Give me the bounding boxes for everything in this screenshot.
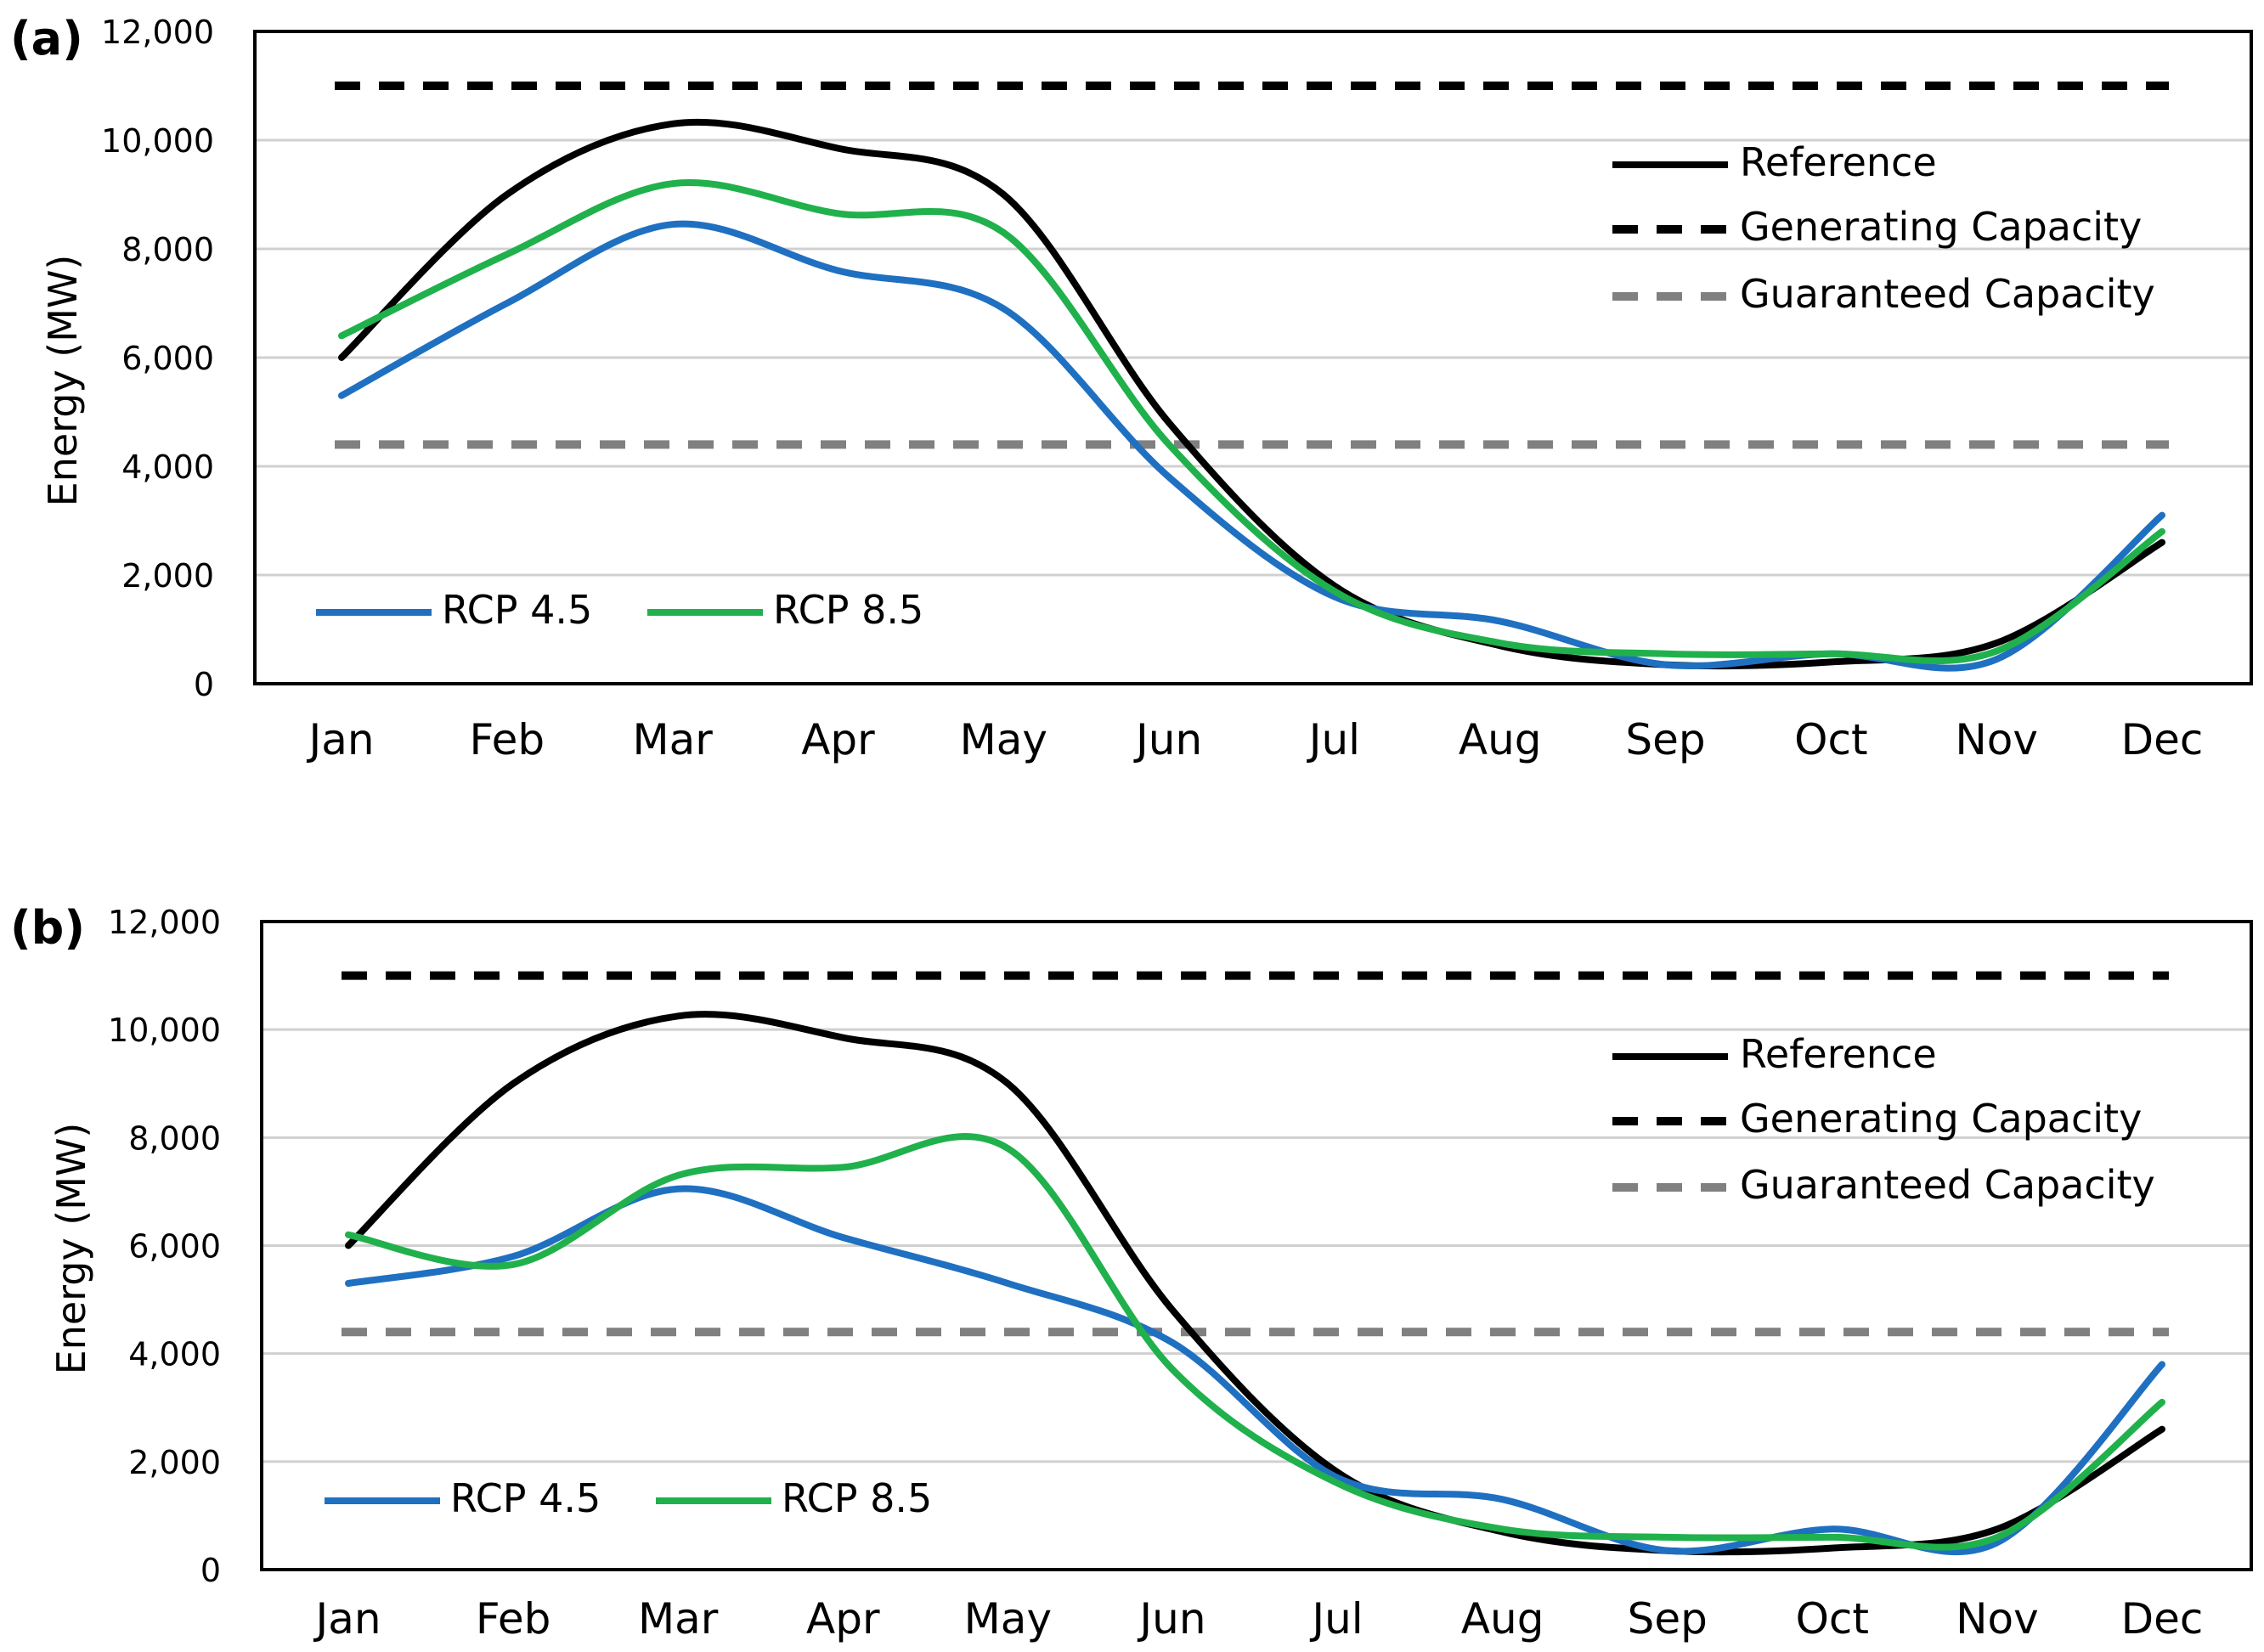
legend-item-rcp-4-5: RCP 4.5	[316, 587, 592, 633]
x-tick-label-apr: Apr	[806, 1594, 880, 1644]
series-reference-line	[338, 118, 2165, 670]
x-tick-label-mar: Mar	[638, 1594, 719, 1644]
series-rcp-8-5-line	[345, 1133, 2165, 1551]
legend-item-guaranteed-capacity: Guaranteed Capacity	[1612, 1162, 2155, 1208]
y-tick-label: 0	[194, 666, 214, 703]
legend-item-reference: Reference	[1612, 139, 1937, 185]
y-tick-label: 12,000	[101, 14, 214, 51]
x-tick-label-jun: Jun	[1137, 1594, 1205, 1644]
legend-item-generating-capacity: Generating Capacity	[1612, 1096, 2142, 1142]
x-tick-label-feb: Feb	[470, 715, 545, 764]
plot-area-frame	[260, 920, 2253, 1571]
x-tick-label-aug: Aug	[1459, 715, 1542, 764]
chart-a-svg: 0 2,000 4,000 6,000 8,000 10,000 12,000 Jan Feb M…	[10, 12, 2253, 764]
y-tick-label: 2,000	[128, 1444, 221, 1481]
legend-label: Generating Capacity	[1740, 204, 2142, 250]
legend-label: Guaranteed Capacity	[1740, 1162, 2155, 1208]
legend-label: Generating Capacity	[1740, 1096, 2142, 1142]
x-tick-label-dec: Dec	[2121, 715, 2204, 764]
chart-panel-b: 0 2,000 4,000 6,000 8,000 10,000 12,000 Jan Feb M…	[0, 888, 2264, 1652]
chart-b-svg: 0 2,000 4,000 6,000 8,000 10,000 12,000 Jan Feb M…	[10, 901, 2253, 1644]
y-tick-label: 6,000	[121, 340, 214, 377]
y-tick-label: 10,000	[108, 1012, 221, 1049]
y-tick-label: 2,000	[121, 557, 214, 595]
series-rcp-8-5-line	[338, 179, 2165, 664]
y-tick-label: 12,000	[108, 904, 221, 941]
x-tick-label-feb: Feb	[476, 1594, 551, 1644]
y-tick-label: 8,000	[121, 231, 214, 268]
legend-label: RCP 4.5	[442, 587, 592, 633]
y-tick-label: 10,000	[101, 122, 214, 160]
x-tick-label-sep: Sep	[1628, 1594, 1708, 1644]
x-tick-label-oct: Oct	[1794, 715, 1867, 764]
x-tick-label-nov: Nov	[1955, 715, 2038, 764]
x-tick-label-apr: Apr	[801, 715, 875, 764]
legend-item-reference: Reference	[1612, 1031, 1937, 1077]
x-tick-label-aug: Aug	[1461, 1594, 1544, 1644]
x-tick-label-mar: Mar	[632, 715, 713, 764]
legend-label: Reference	[1740, 1031, 1937, 1077]
legend-item-rcp-8-5: RCP 8.5	[647, 587, 923, 633]
x-tick-label-jul: Jul	[1307, 715, 1360, 764]
series-reference-line	[345, 1011, 2165, 1556]
y-tick-label: 4,000	[121, 448, 214, 486]
x-tick-label-may: May	[960, 715, 1047, 764]
panel-label: (a)	[10, 12, 83, 65]
x-tick-label-dec: Dec	[2121, 1594, 2204, 1644]
legend-item-rcp-4-5: RCP 4.5	[325, 1475, 601, 1521]
x-tick-label-may: May	[964, 1594, 1052, 1644]
x-tick-label-nov: Nov	[1956, 1594, 2039, 1644]
x-tick-label-sep: Sep	[1625, 715, 1705, 764]
x-tick-label-jun: Jun	[1133, 715, 1202, 764]
plot-area-frame	[253, 30, 2253, 685]
x-tick-label-jan: Jan	[306, 715, 374, 764]
panel-label: (b)	[10, 901, 85, 955]
legend-label: RCP 8.5	[782, 1475, 932, 1521]
x-tick-label-oct: Oct	[1796, 1594, 1869, 1644]
chart-panel-a: 0 2,000 4,000 6,000 8,000 10,000 12,000 Jan Feb M…	[0, 0, 2264, 798]
legend-label: RCP 8.5	[773, 587, 923, 633]
y-axis-label: Energy (MW)	[48, 1123, 94, 1375]
legend-item-rcp-8-5: RCP 8.5	[656, 1475, 932, 1521]
legend-item-guaranteed-capacity: Guaranteed Capacity	[1612, 271, 2155, 317]
y-axis-label: Energy (MW)	[40, 255, 86, 507]
y-tick-label: 8,000	[128, 1119, 221, 1157]
legend-label: Reference	[1740, 139, 1937, 185]
y-tick-label: 6,000	[128, 1228, 221, 1266]
legend-label: RCP 4.5	[450, 1475, 601, 1521]
legend-item-generating-capacity: Generating Capacity	[1612, 204, 2142, 250]
y-tick-label: 0	[200, 1552, 221, 1589]
legend-label: Guaranteed Capacity	[1740, 271, 2155, 317]
x-tick-label-jan: Jan	[313, 1594, 381, 1644]
y-tick-label: 4,000	[128, 1336, 221, 1373]
series-rcp-4-5-line	[345, 1185, 2165, 1556]
x-tick-label-jul: Jul	[1309, 1594, 1363, 1644]
